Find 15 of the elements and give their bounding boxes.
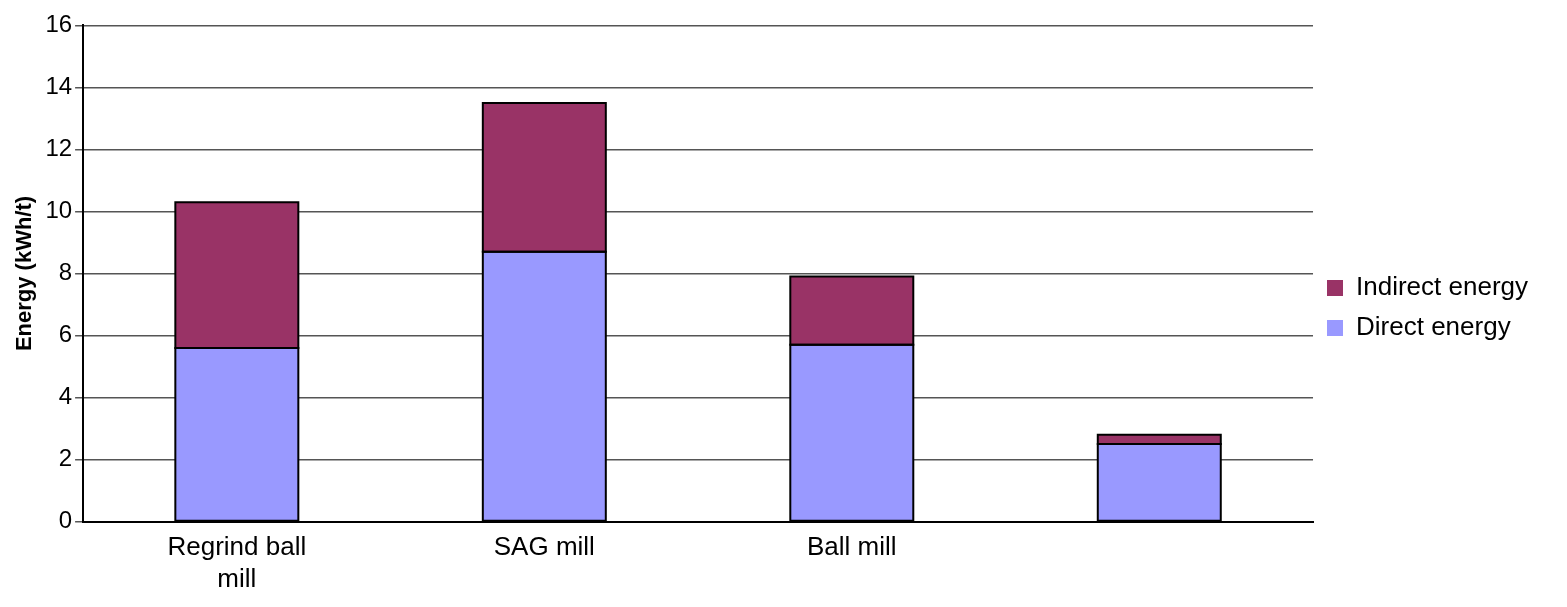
y-tick-label: 12 [45,134,73,162]
legend-label: Direct energy [1356,311,1511,342]
y-tick-label: 8 [58,258,73,286]
y-axis-title: Energy (kWh/t) [11,195,37,352]
y-tick-label: 0 [58,506,73,534]
x-tick-label: SAG mill [493,531,595,562]
y-tick-label: 6 [58,320,73,348]
y-tick-label: 16 [45,10,73,38]
y-tick-label: 4 [58,382,73,410]
x-tick-label: Ball mill [807,531,897,562]
y-tick-label: 10 [45,196,73,224]
legend-label: Indirect energy [1356,271,1528,302]
x-tick-label: Regrind ball mill [167,531,307,593]
y-tick-label: 2 [58,444,73,472]
y-tick-label: 14 [45,72,73,100]
